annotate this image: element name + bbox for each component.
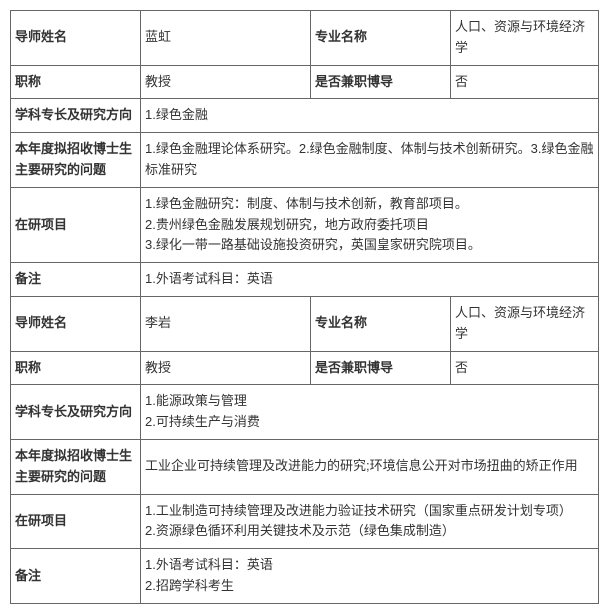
value-title: 教授: [141, 351, 311, 385]
label-topics: 本年度拟招收博士生主要研究的问题: [11, 439, 141, 494]
value-name: 李岩: [141, 296, 311, 351]
label-supervisor-name: 导师姓名: [11, 296, 141, 351]
value-projects: 1.工业制造可持续管理及改进能力验证技术研究（国家重点研发计划专项）2.资源绿色…: [141, 494, 599, 549]
value-parttime: 否: [451, 351, 599, 385]
value-specialty: 1.能源政策与管理2.可持续生产与消费: [141, 385, 599, 440]
label-topics: 本年度拟招收博士生主要研究的问题: [11, 133, 141, 188]
value-topics: 1.绿色金融理论体系研究。2.绿色金融制度、体制与技术创新研究。3.绿色金融标准…: [141, 133, 599, 188]
label-supervisor-name: 导师姓名: [11, 11, 141, 66]
value-remark: 1.外语考试科目：英语: [141, 263, 599, 297]
value-major: 人口、资源与环境经济学: [451, 11, 599, 66]
label-projects: 在研项目: [11, 494, 141, 549]
label-specialty: 学科专长及研究方向: [11, 99, 141, 133]
value-projects: 1.绿色金融研究：制度、体制与技术创新，教育部项目。2.贵州绿色金融发展规划研究…: [141, 187, 599, 262]
value-major: 人口、资源与环境经济学: [451, 296, 599, 351]
value-specialty: 1.绿色金融: [141, 99, 599, 133]
label-title: 职称: [11, 65, 141, 99]
label-major: 专业名称: [311, 11, 451, 66]
label-title: 职称: [11, 351, 141, 385]
supervisor-table: 导师姓名 蓝虹 专业名称 人口、资源与环境经济学 职称 教授 是否兼职博导 否 …: [10, 10, 599, 604]
label-remark: 备注: [11, 263, 141, 297]
value-name: 蓝虹: [141, 11, 311, 66]
label-projects: 在研项目: [11, 187, 141, 262]
value-title: 教授: [141, 65, 311, 99]
label-specialty: 学科专长及研究方向: [11, 385, 141, 440]
value-topics: 工业企业可持续管理及改进能力的研究;环境信息公开对市场扭曲的矫正作用: [141, 439, 599, 494]
label-parttime: 是否兼职博导: [311, 351, 451, 385]
value-remark: 1.外语考试科目：英语2.招跨学科考生: [141, 549, 599, 604]
label-parttime: 是否兼职博导: [311, 65, 451, 99]
value-parttime: 否: [451, 65, 599, 99]
label-major: 专业名称: [311, 296, 451, 351]
label-remark: 备注: [11, 549, 141, 604]
